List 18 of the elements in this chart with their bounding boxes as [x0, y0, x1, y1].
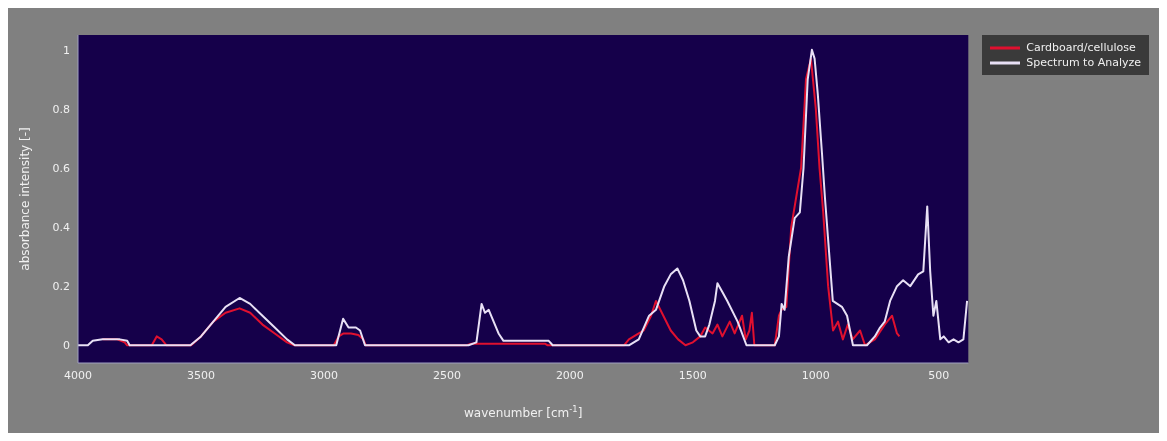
legend-label: Cardboard/cellulose: [1026, 41, 1136, 54]
x-tick-label: 3500: [186, 368, 215, 382]
y-axis-title: absorbance intensity [-]: [18, 127, 33, 271]
x-tick-label: 1000: [801, 368, 830, 382]
y-tick-label: 0.6: [52, 161, 70, 175]
x-tick-label: 500: [928, 368, 950, 382]
y-tick-label: 0.2: [52, 280, 70, 294]
x-tick-label: 3000: [309, 368, 338, 382]
x-tick-label: 4000: [64, 368, 92, 382]
x-tick-label: 2000: [555, 368, 584, 382]
y-tick-label: 0.4: [52, 220, 70, 234]
y-tick-label: 1: [63, 43, 70, 57]
x-tick-label: 2500: [432, 368, 461, 382]
x-axis-title: wavenumber [cm$^{-1}$]: [463, 404, 583, 420]
x-tick-label: 1500: [678, 368, 707, 382]
y-tick-label: 0.8: [52, 102, 70, 116]
y-tick-label: 0: [63, 339, 70, 353]
legend-label: Spectrum to Analyze: [1026, 56, 1141, 69]
